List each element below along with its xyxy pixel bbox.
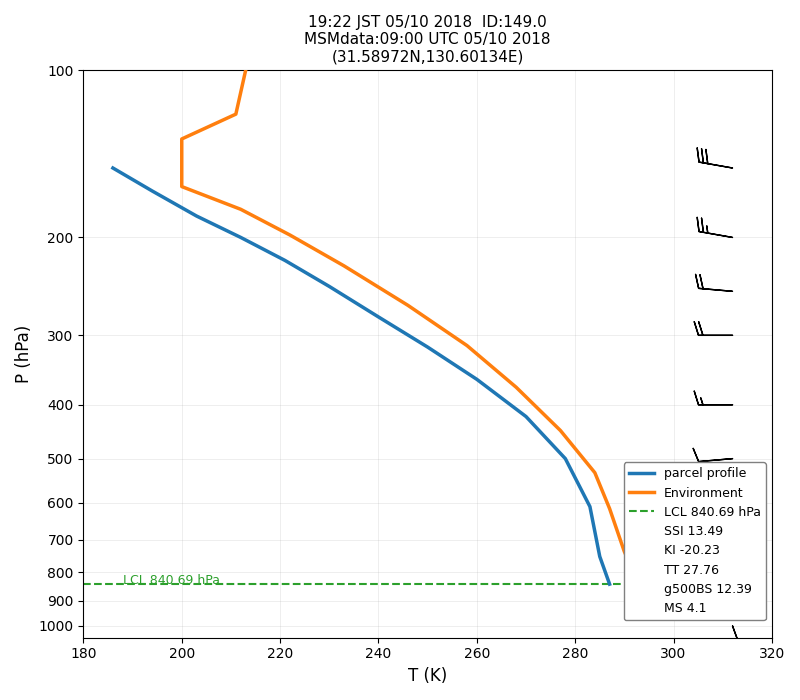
Line: parcel profile: parcel profile	[113, 168, 610, 584]
parcel profile	[585, 503, 594, 511]
Environment	[605, 505, 614, 513]
Environment	[236, 205, 246, 214]
parcel profile	[374, 313, 383, 321]
parcel profile	[521, 412, 530, 421]
parcel profile	[236, 233, 246, 242]
parcel profile	[325, 282, 334, 290]
Line: Environment: Environment	[182, 70, 649, 608]
parcel profile	[192, 212, 202, 220]
Environment	[231, 110, 241, 118]
Environment	[177, 135, 186, 143]
Environment	[634, 580, 644, 588]
Title: 19:22 JST 05/10 2018  ID:149.0
MSMdata:09:00 UTC 05/10 2018
(31.58972N,130.60134: 19:22 JST 05/10 2018 ID:149.0 MSMdata:09…	[304, 15, 551, 65]
parcel profile	[472, 375, 482, 384]
Environment	[177, 183, 186, 191]
Environment	[556, 426, 566, 435]
parcel profile	[423, 343, 433, 351]
Environment	[619, 547, 629, 556]
parcel profile	[108, 164, 118, 172]
Environment	[511, 383, 521, 391]
Environment	[285, 231, 294, 239]
Environment	[644, 604, 654, 612]
Environment	[339, 262, 349, 270]
Environment	[462, 342, 472, 350]
parcel profile	[280, 256, 290, 265]
Legend: parcel profile, Environment, LCL 840.69 hPa, SSI 13.49, KI -20.23, TT 27.76, g50: parcel profile, Environment, LCL 840.69 …	[624, 463, 766, 620]
X-axis label: T (K): T (K)	[408, 667, 447, 685]
Y-axis label: P (hPa): P (hPa)	[15, 325, 33, 383]
Environment	[403, 301, 413, 309]
parcel profile	[147, 187, 157, 195]
parcel profile	[595, 552, 605, 561]
Text: LCL 840.69 hPa: LCL 840.69 hPa	[122, 574, 220, 587]
parcel profile	[605, 580, 614, 588]
parcel profile	[561, 454, 570, 463]
Environment	[590, 468, 600, 477]
Environment	[241, 66, 250, 74]
